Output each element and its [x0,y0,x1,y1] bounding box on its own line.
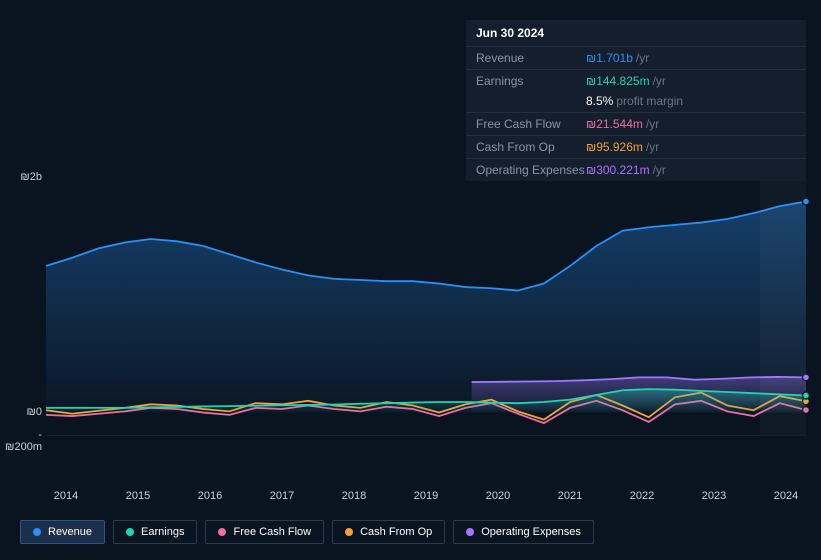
x-axis-label: 2024 [774,490,798,502]
x-axis-label: 2022 [630,490,654,502]
forecast-band [760,178,806,435]
legend-item-free-cash-flow[interactable]: Free Cash Flow [205,520,324,544]
legend-label: Revenue [48,526,92,538]
legend-item-revenue[interactable]: Revenue [20,520,105,544]
tooltip-row: Operating Expenses₪300.221m/yr [466,158,806,181]
tooltip-row: Earnings₪144.825m/yr [466,69,806,92]
legend-dot [345,528,353,536]
hover-tooltip: Jun 30 2024 Revenue₪1.701b/yrEarnings₪14… [466,20,806,181]
x-axis-label: 2016 [198,490,222,502]
tooltip-date: Jun 30 2024 [466,20,806,46]
y-axis-label: ₪0 [2,406,42,418]
tooltip-row: Free Cash Flow₪21.544m/yr [466,112,806,135]
plot-area[interactable] [46,178,806,436]
legend-item-earnings[interactable]: Earnings [113,520,197,544]
x-axis-label: 2014 [54,490,78,502]
legend-dot [33,528,41,536]
tooltip-row: 8.5%profit margin [466,92,806,112]
chart-svg [46,178,806,436]
legend-label: Operating Expenses [481,526,581,538]
x-axis-label: 2020 [486,490,510,502]
legend-label: Cash From Op [360,526,432,538]
tooltip-row: Cash From Op₪95.926m/yr [466,135,806,158]
legend-item-operating-expenses[interactable]: Operating Expenses [453,520,594,544]
x-axis-label: 2018 [342,490,366,502]
x-axis-label: 2021 [558,490,582,502]
legend-label: Earnings [141,526,184,538]
legend-dot [126,528,134,536]
x-axis-label: 2015 [126,490,150,502]
x-axis-label: 2023 [702,490,726,502]
legend-item-cash-from-op[interactable]: Cash From Op [332,520,445,544]
x-axis-label: 2017 [270,490,294,502]
legend: Revenue Earnings Free Cash Flow Cash From O… [20,520,594,544]
legend-dot [466,528,474,536]
series-area [46,201,806,412]
legend-label: Free Cash Flow [233,526,311,538]
x-axis-label: 2019 [414,490,438,502]
tooltip-row: Revenue₪1.701b/yr [466,46,806,69]
y-axis-label: ₪2b [2,171,42,183]
y-axis-label: -₪200m [2,429,42,453]
chart: ₪2b₪0-₪200m [20,160,806,478]
legend-dot [218,528,226,536]
x-axis: 2014 2015 2016 2017 2018 2019 2020 2021 2022 2023… [46,490,806,504]
